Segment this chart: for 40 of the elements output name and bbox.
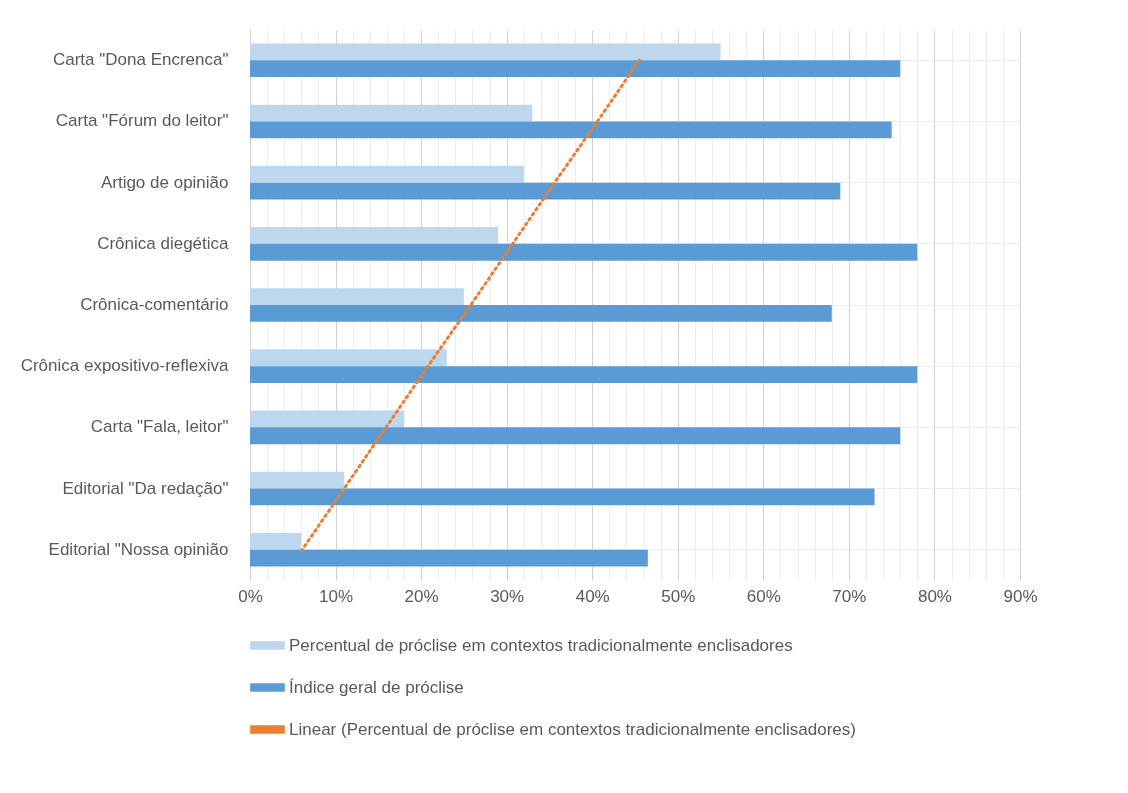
bar: [250, 43, 721, 61]
y-tick-label: Crônica diegética: [97, 233, 230, 253]
bar: [250, 349, 447, 367]
x-tick-label: 80%: [917, 586, 952, 606]
x-tick-label: 50%: [661, 586, 696, 606]
bar: [250, 165, 524, 183]
x-tick-label: 0%: [238, 586, 263, 606]
bar: [250, 305, 832, 322]
y-tick-label: Editorial "Nossa opinião: [48, 539, 229, 559]
y-tick-label: Carta "Fórum do leitor": [55, 111, 229, 131]
bar: [250, 121, 892, 139]
x-tick-label: 30%: [490, 586, 525, 606]
y-tick-label: Artigo de opinião: [100, 172, 229, 192]
bar: [250, 427, 901, 445]
bar: [250, 227, 499, 244]
bar: [250, 488, 875, 506]
x-tick-label: 60%: [746, 586, 781, 606]
bar: [250, 410, 404, 428]
x-tick-label: 20%: [404, 586, 439, 606]
y-tick-label: Crônica expositivo-reflexiva: [20, 356, 230, 376]
bar: [250, 471, 345, 489]
bar: [250, 366, 918, 383]
legend-label: Percentual de próclise em contextos tradicionalmente enclisadores: [289, 635, 793, 655]
y-tick-label: Carta "Dona Encrenca": [52, 50, 229, 70]
legend-label: Linear (Percentual de próclise em contextos tradicionalmente enclisadores): [289, 719, 856, 739]
y-tick-label: Editorial "Da redação": [62, 478, 229, 498]
bar: [250, 60, 901, 78]
y-tick-label: Crônica-comentário: [80, 295, 229, 314]
bar: [250, 104, 533, 122]
y-tick-label: Carta "Fala, leitor": [90, 417, 229, 437]
x-tick-label: 40%: [575, 586, 610, 606]
bar: [250, 243, 918, 261]
x-tick-label: 70%: [832, 586, 867, 606]
bar: [250, 549, 648, 567]
legend-label: Índice geral de próclise: [289, 677, 464, 697]
bar: [250, 182, 841, 200]
x-tick-label: 10%: [319, 586, 354, 606]
bar: [250, 532, 302, 550]
x-tick-label: 90%: [1003, 586, 1038, 606]
bar: [250, 288, 464, 305]
